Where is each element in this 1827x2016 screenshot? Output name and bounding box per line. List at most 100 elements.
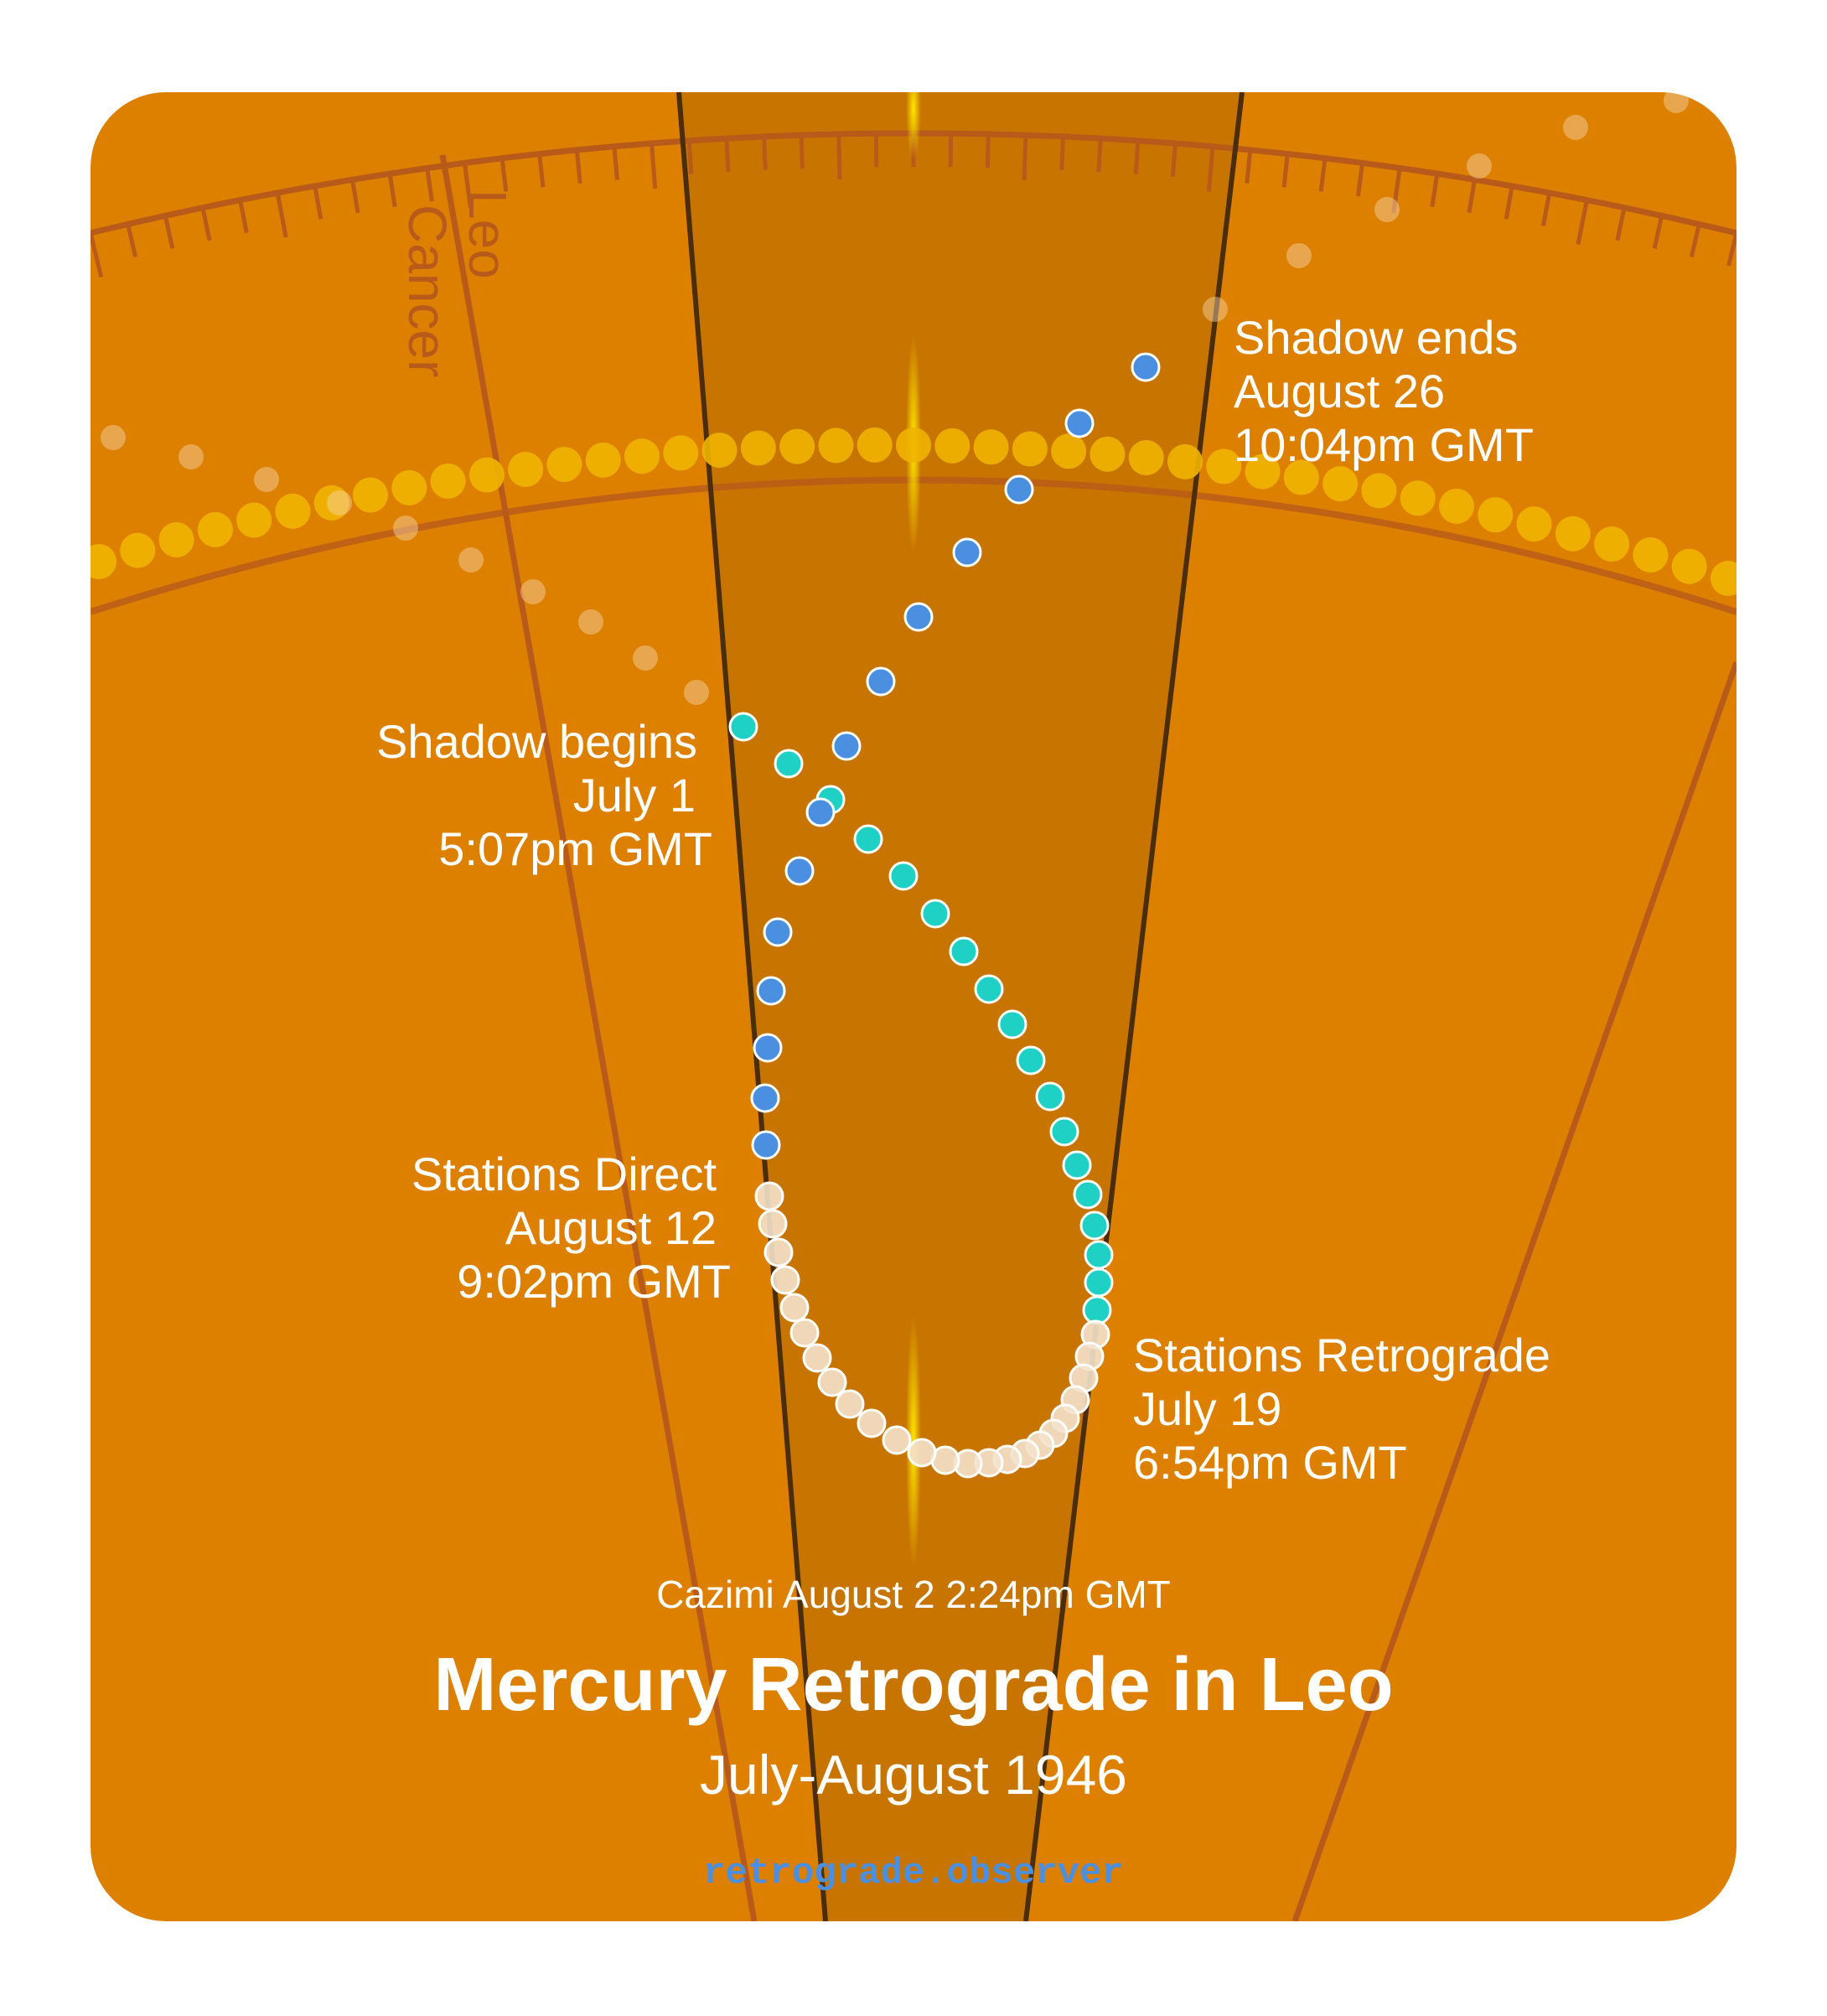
sun-dot — [1129, 440, 1164, 475]
zodiac-tick — [839, 134, 840, 179]
sun-dot — [586, 443, 621, 478]
pre-shadow-dot — [730, 713, 757, 740]
sun-dot — [1517, 506, 1552, 542]
zodiac-tick — [1099, 138, 1100, 172]
zodiac-tick — [1136, 141, 1138, 174]
zodiac-tick — [689, 141, 691, 174]
sun-glow-mark — [906, 59, 921, 159]
sun-dot — [120, 533, 155, 568]
sun-dot — [1322, 466, 1358, 501]
background-dot — [1563, 115, 1588, 140]
sun-dot — [236, 503, 272, 538]
sun-dot — [508, 452, 543, 487]
pre-shadow-dot — [922, 900, 949, 927]
pre-shadow-dot — [1085, 1269, 1112, 1296]
zodiac-tick — [1062, 137, 1064, 170]
retrograde-dot — [791, 1319, 818, 1346]
shadow-begins-date: July 1 — [573, 769, 696, 821]
post-shadow-dot — [752, 1085, 779, 1112]
zodiac-tick — [801, 135, 802, 168]
sun-dot — [934, 428, 970, 464]
stations-direct-time: 9:02pm GMT — [457, 1255, 731, 1308]
post-shadow-dot — [954, 539, 981, 566]
stations-retrograde-date: July 19 — [1133, 1382, 1281, 1435]
sun-dot — [353, 478, 388, 513]
zodiac-tick — [763, 137, 765, 170]
post-shadow-dot — [786, 858, 813, 884]
pre-shadow-dot — [976, 976, 1002, 1003]
post-shadow-dot — [1132, 354, 1159, 381]
background-dot — [458, 547, 484, 573]
pre-shadow-dot — [1081, 1212, 1108, 1239]
sun-dot — [1012, 431, 1048, 466]
site-link[interactable]: retrograde.observer — [703, 1853, 1124, 1894]
post-shadow-dot — [807, 799, 834, 826]
post-shadow-dot — [758, 977, 784, 1004]
zodiac-tick — [1024, 135, 1026, 180]
retrograde-dot — [772, 1267, 799, 1293]
background-dot — [1374, 197, 1400, 222]
pre-shadow-dot — [1084, 1297, 1110, 1324]
sun-dot — [81, 544, 116, 579]
sun-dot — [546, 447, 582, 482]
stations-direct-date: August 12 — [505, 1201, 717, 1254]
sun-dot — [1167, 444, 1203, 479]
background-dot — [1467, 153, 1492, 179]
shadow-ends-date: August 26 — [1234, 365, 1445, 417]
stations-retrograde-title: Stations Retrograde — [1133, 1329, 1550, 1381]
sign-label-leo: Leo — [458, 189, 518, 279]
post-shadow-dot — [754, 1034, 781, 1061]
background-dot — [393, 516, 418, 541]
sun-dot — [818, 428, 853, 463]
retrograde-dot — [804, 1345, 831, 1371]
background-dot — [179, 444, 204, 469]
sun-dot — [391, 470, 427, 505]
pre-shadow-dot — [855, 826, 882, 853]
sun-dot — [1361, 473, 1396, 508]
background-dot — [578, 609, 603, 635]
sun-dot — [1439, 489, 1474, 524]
background-dot — [101, 425, 126, 450]
background-dot — [327, 490, 352, 516]
sun-dot — [275, 494, 310, 529]
sun-dot — [663, 435, 698, 470]
sign-label-cancer: Cancer — [397, 205, 458, 377]
sun-dot — [1089, 437, 1125, 472]
pre-shadow-dot — [1085, 1241, 1112, 1268]
background-dot — [1203, 297, 1228, 322]
retrograde-dot — [781, 1294, 808, 1321]
retrograde-dot — [883, 1427, 910, 1454]
post-shadow-dot — [905, 604, 932, 630]
retrograde-dot — [765, 1239, 792, 1266]
background-dot — [1664, 88, 1689, 113]
background-dot — [1286, 243, 1312, 268]
retrograde-dot — [836, 1391, 863, 1417]
post-shadow-dot — [1006, 476, 1033, 503]
sun-dot — [1672, 549, 1707, 584]
retrograde-dot — [819, 1369, 846, 1396]
sun-dot — [624, 438, 660, 474]
pre-shadow-dot — [950, 938, 977, 965]
sun-dot — [1711, 561, 1746, 596]
page-title: Mercury Retrograde in Leo — [433, 1643, 1393, 1727]
retrograde-dot — [908, 1439, 935, 1466]
pre-shadow-dot — [1074, 1181, 1101, 1208]
post-shadow-dot — [833, 733, 860, 759]
sun-dot — [741, 431, 776, 466]
sun-dot — [1478, 497, 1513, 532]
sun-dot — [779, 429, 815, 464]
shadow-ends-title: Shadow ends — [1234, 311, 1518, 364]
sun-dot — [1633, 537, 1668, 573]
pre-shadow-dot — [1017, 1047, 1044, 1074]
zodiac-tick — [727, 138, 728, 172]
sun-dot — [857, 428, 893, 463]
stations-retrograde-time: 6:54pm GMT — [1133, 1436, 1407, 1489]
cazimi-text: Cazimi August 2 2:24pm GMT — [656, 1573, 1171, 1616]
pre-shadow-dot — [1064, 1152, 1090, 1179]
sun-dot — [198, 512, 233, 547]
sun-dot — [702, 433, 738, 468]
sun-dot — [896, 428, 931, 463]
retrograde-dot — [858, 1410, 885, 1437]
zodiac-tick — [614, 147, 618, 180]
